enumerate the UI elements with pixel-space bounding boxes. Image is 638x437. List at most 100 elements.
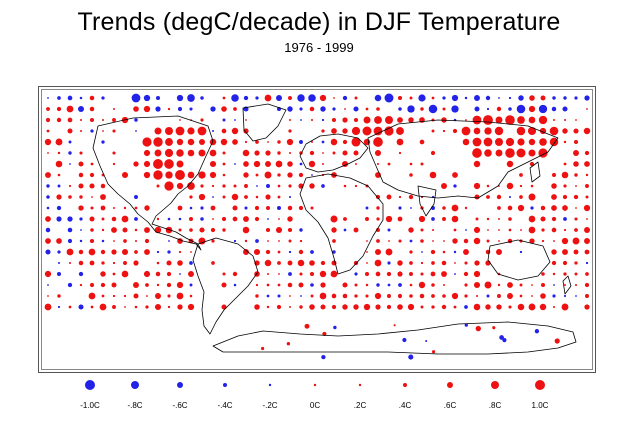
trend-dot xyxy=(255,195,259,199)
trend-dot xyxy=(586,218,588,220)
trend-dot xyxy=(299,239,303,243)
trend-dot xyxy=(331,293,337,299)
coast-africa xyxy=(299,173,384,275)
legend-label: -.2C xyxy=(262,401,277,410)
trend-dot xyxy=(245,119,247,121)
trend-dot xyxy=(198,193,206,201)
trend-dot xyxy=(353,117,359,123)
trend-dot xyxy=(46,107,50,111)
trend-dot xyxy=(154,127,162,135)
trend-dot xyxy=(342,150,348,156)
trend-dot xyxy=(584,282,590,288)
trend-dot xyxy=(56,106,62,112)
trend-dot xyxy=(563,294,567,298)
trend-dot xyxy=(176,138,184,146)
trend-dot xyxy=(265,249,271,255)
trend-dot xyxy=(561,237,569,245)
trend-dot xyxy=(585,184,589,188)
trend-dot xyxy=(189,294,193,298)
trend-dot xyxy=(366,251,368,253)
trend-dot xyxy=(540,216,546,222)
trend-dot xyxy=(464,261,468,265)
trend-dot xyxy=(289,306,291,308)
trend-dot xyxy=(398,206,402,210)
trend-dot xyxy=(508,107,512,111)
trend-dot xyxy=(101,217,105,221)
trend-dot xyxy=(428,104,438,114)
trend-dot xyxy=(584,238,590,244)
trend-dot xyxy=(354,272,358,276)
trend-dot xyxy=(551,205,557,211)
trend-dot xyxy=(376,217,380,221)
trend-dot xyxy=(111,282,117,288)
trend-dot xyxy=(354,184,358,188)
trend-dot xyxy=(231,127,239,135)
trend-dot xyxy=(429,171,437,179)
trend-dot xyxy=(538,115,548,125)
trend-dot xyxy=(198,138,206,146)
trend-dot xyxy=(243,95,249,101)
trend-dot xyxy=(419,293,425,299)
trend-dot xyxy=(402,337,407,343)
trend-dot xyxy=(198,171,206,179)
trend-dot xyxy=(111,249,117,255)
trend-dot xyxy=(286,138,294,146)
trend-dot xyxy=(551,194,557,200)
trend-dot xyxy=(210,227,216,233)
trend-dot xyxy=(69,163,71,165)
trend-dot xyxy=(365,294,369,298)
trend-dot xyxy=(320,106,326,112)
trend-dot xyxy=(342,304,348,310)
trend-dot xyxy=(264,171,272,179)
world-map xyxy=(38,86,596,373)
trend-dot xyxy=(277,195,281,199)
trend-dot xyxy=(56,117,62,123)
trend-dot xyxy=(187,303,195,311)
trend-dot xyxy=(79,283,83,287)
trend-dot xyxy=(222,151,226,155)
trend-dot xyxy=(111,227,117,233)
trend-dot xyxy=(57,305,61,309)
trend-dot xyxy=(418,215,426,223)
trend-dot xyxy=(100,183,106,189)
trend-dot xyxy=(374,259,382,267)
trend-dot xyxy=(332,250,336,254)
trend-dot xyxy=(432,350,436,354)
legend-dot xyxy=(177,382,183,388)
trend-dot xyxy=(78,304,84,310)
trend-dot xyxy=(176,292,184,300)
trend-dot xyxy=(483,115,493,125)
trend-dot xyxy=(211,184,215,188)
coast-greenland xyxy=(242,103,287,142)
trend-dot xyxy=(102,130,104,132)
trend-dot xyxy=(67,227,73,233)
trend-dot xyxy=(153,159,163,169)
trend-dot xyxy=(244,195,248,199)
trend-dot xyxy=(255,294,259,298)
trend-dot xyxy=(540,293,546,299)
coast-europe xyxy=(299,133,369,173)
trend-dot xyxy=(365,107,369,111)
trend-dot xyxy=(277,250,281,254)
trend-dot xyxy=(78,249,84,255)
trend-dot xyxy=(473,303,481,311)
trend-dot xyxy=(121,215,129,223)
trend-dot xyxy=(299,162,303,166)
trend-dot xyxy=(398,283,402,287)
trend-dot xyxy=(144,227,150,233)
trend-dot xyxy=(45,172,51,178)
trend-dot xyxy=(100,282,106,288)
trend-dot xyxy=(332,151,336,155)
trend-dot xyxy=(365,217,369,221)
trend-dot xyxy=(267,273,269,275)
legend-dot xyxy=(85,380,95,390)
trend-dot xyxy=(443,284,445,286)
trend-dot xyxy=(277,294,281,298)
trend-dot xyxy=(506,182,514,190)
legend-dot xyxy=(358,383,362,387)
trend-dot xyxy=(267,218,269,220)
trend-dot xyxy=(451,204,459,212)
trend-dot xyxy=(530,184,534,188)
trend-dot xyxy=(264,94,272,102)
trend-dot xyxy=(66,248,74,256)
